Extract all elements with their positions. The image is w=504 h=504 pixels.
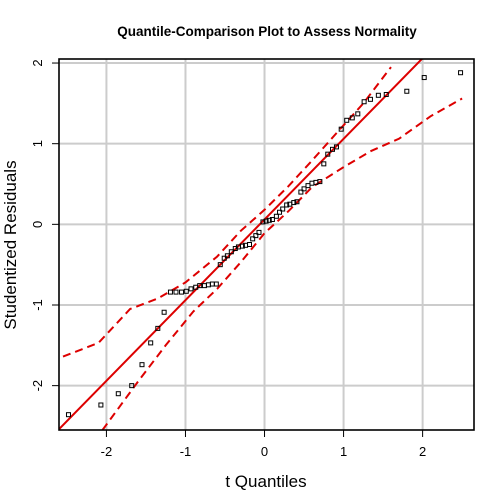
data-point bbox=[173, 289, 179, 295]
data-point bbox=[65, 412, 71, 418]
data-point bbox=[179, 289, 185, 295]
data-point bbox=[167, 289, 173, 295]
x-tick-label: -2 bbox=[101, 444, 113, 459]
x-axis-title: t Quantiles bbox=[225, 472, 306, 491]
grid-lines bbox=[59, 59, 474, 430]
data-point bbox=[197, 283, 203, 289]
data-point bbox=[115, 391, 121, 397]
data-point bbox=[333, 144, 339, 150]
data-point bbox=[239, 243, 245, 249]
data-point bbox=[344, 117, 350, 123]
upper-confidence-envelope bbox=[62, 66, 392, 358]
data-point bbox=[284, 202, 290, 208]
lower-confidence-envelope bbox=[101, 97, 463, 430]
data-point bbox=[253, 233, 259, 239]
data-point bbox=[355, 111, 361, 117]
data-point bbox=[294, 199, 300, 205]
data-point bbox=[458, 70, 464, 76]
data-point bbox=[217, 262, 223, 268]
data-point bbox=[148, 340, 154, 346]
data-point bbox=[421, 75, 427, 81]
y-tick-label: -2 bbox=[30, 380, 45, 392]
data-point bbox=[338, 126, 344, 132]
data-point bbox=[188, 286, 194, 292]
data-point bbox=[209, 281, 215, 287]
data-point bbox=[228, 249, 234, 255]
data-point bbox=[260, 219, 266, 225]
data-point bbox=[201, 283, 207, 289]
data-point bbox=[224, 253, 230, 259]
data-point bbox=[269, 216, 275, 222]
data-point bbox=[375, 92, 381, 98]
data-point bbox=[298, 189, 304, 195]
y-axis-title: Studentized Residuals bbox=[1, 160, 20, 329]
x-tick-label: 2 bbox=[419, 444, 426, 459]
data-point bbox=[367, 96, 373, 102]
data-point bbox=[301, 186, 307, 192]
data-point bbox=[404, 88, 410, 94]
data-point bbox=[280, 206, 286, 212]
data-point bbox=[317, 179, 323, 185]
y-tick-label: 1 bbox=[30, 140, 45, 147]
data-point bbox=[291, 200, 297, 206]
data-point bbox=[383, 91, 389, 97]
data-point bbox=[263, 218, 269, 224]
data-point bbox=[155, 325, 161, 331]
data-point bbox=[250, 236, 256, 242]
chart-title: Quantile-Comparison Plot to Assess Norma… bbox=[117, 24, 417, 39]
data-point bbox=[247, 242, 253, 247]
x-tick-label: 1 bbox=[340, 444, 347, 459]
data-point bbox=[273, 213, 279, 219]
data-point bbox=[256, 229, 262, 235]
data-point bbox=[205, 282, 211, 288]
x-tick-label: -1 bbox=[180, 444, 192, 459]
data-point bbox=[183, 288, 189, 294]
data-point bbox=[266, 217, 272, 223]
data-point bbox=[305, 183, 311, 189]
y-axis: -2 -1 0 1 2 bbox=[30, 59, 59, 391]
plot-frame bbox=[58, 58, 475, 431]
data-point bbox=[309, 180, 315, 186]
x-axis: -2 -1 0 1 2 bbox=[101, 430, 426, 459]
data-point bbox=[361, 99, 367, 105]
data-point bbox=[321, 161, 327, 167]
data-point bbox=[98, 402, 104, 408]
data-point bbox=[325, 151, 331, 157]
data-point bbox=[213, 281, 219, 287]
data-point bbox=[129, 383, 135, 389]
y-tick-label: 0 bbox=[30, 221, 45, 228]
data-point bbox=[277, 209, 283, 215]
data-point bbox=[139, 362, 145, 368]
x-tick-label: 0 bbox=[261, 444, 268, 459]
data-point bbox=[349, 115, 355, 121]
y-tick-label: 2 bbox=[30, 59, 45, 66]
data-point bbox=[161, 309, 167, 315]
y-tick-label: -1 bbox=[30, 299, 45, 311]
